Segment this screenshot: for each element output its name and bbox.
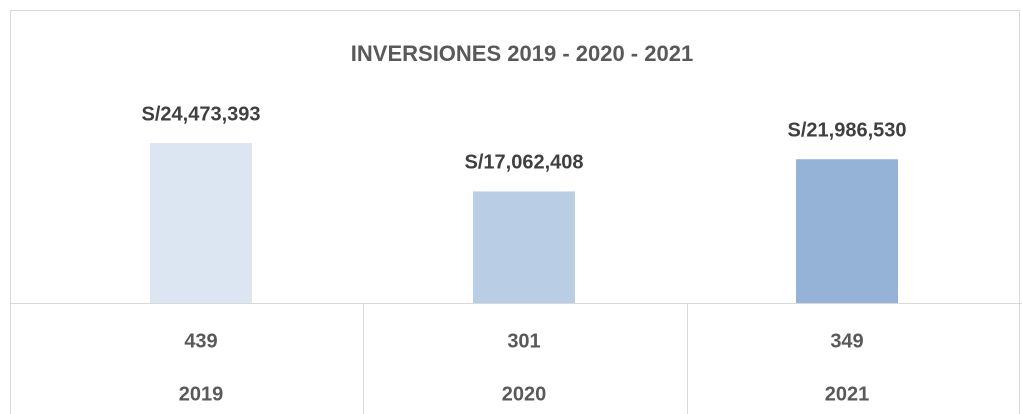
value-label: S/21,986,530: [788, 120, 907, 142]
bar: [473, 191, 575, 303]
table-cell: 439: [184, 330, 217, 352]
value-label: S/24,473,393: [142, 103, 261, 125]
table-cell: 349: [830, 330, 863, 352]
x-tick-label: 2021: [825, 383, 870, 405]
bar: [796, 159, 898, 303]
chart-frame: [10, 10, 1020, 414]
chart-title: INVERSIONES 2019 - 2020 - 2021: [351, 41, 693, 66]
x-tick-label: 2019: [179, 383, 224, 405]
value-label: S/17,062,408: [465, 152, 584, 174]
x-tick-label: 2020: [502, 383, 547, 405]
bar: [150, 143, 252, 303]
table-cell: 301: [507, 330, 540, 352]
